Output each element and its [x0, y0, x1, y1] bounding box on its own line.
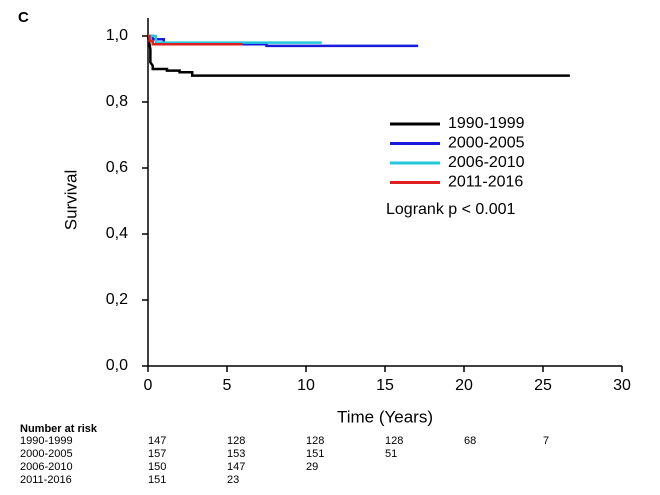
annotation: Logrank p < 0.001	[386, 201, 516, 218]
legend-label: 2011-2016	[448, 174, 523, 191]
risk-count: 68	[464, 435, 476, 447]
survival-curve	[148, 34, 322, 44]
risk-row-label: 2000-2005	[20, 448, 73, 460]
survival-curve	[148, 34, 243, 46]
risk-count: 128	[306, 435, 324, 447]
x-tick-label: 10	[297, 377, 315, 394]
risk-count: 147	[227, 461, 245, 473]
y-tick-label: 0,8	[106, 93, 128, 110]
risk-count: 151	[306, 448, 324, 460]
x-tick-label: 0	[144, 377, 153, 394]
risk-count: 128	[227, 435, 245, 447]
risk-count: 51	[385, 448, 397, 460]
risk-count: 29	[306, 461, 318, 473]
x-tick-label: 15	[376, 377, 394, 394]
survival-curve	[146, 35, 570, 77]
risk-table-title: Number at risk	[20, 423, 98, 435]
x-tick-label: 30	[613, 377, 631, 394]
y-axis-label: Survival	[61, 170, 80, 230]
legend-label: 2006-2010	[448, 154, 525, 171]
risk-count: 151	[148, 474, 166, 486]
panel-label: C	[18, 9, 29, 26]
risk-row-label: 2011-2016	[20, 474, 72, 486]
risk-count: 157	[148, 448, 166, 460]
risk-count: 128	[385, 435, 403, 447]
y-tick-label: 0,2	[106, 291, 128, 308]
y-tick-label: 0,0	[106, 357, 128, 374]
y-tick-label: 0,6	[106, 159, 128, 176]
risk-count: 147	[148, 435, 166, 447]
risk-row-label: 1990-1999	[20, 435, 73, 447]
x-axis-label: Time (Years)	[337, 407, 433, 426]
y-tick-label: 0,4	[106, 225, 128, 242]
x-tick-label: 5	[223, 377, 232, 394]
legend-label: 1990-1999	[448, 115, 525, 132]
x-tick-label: 20	[455, 377, 473, 394]
risk-row-label: 2006-2010	[20, 461, 73, 473]
risk-count: 153	[227, 448, 245, 460]
risk-count: 23	[227, 474, 239, 486]
risk-count: 150	[148, 461, 166, 473]
legend-label: 2000-2005	[448, 135, 525, 152]
x-tick-label: 25	[534, 377, 552, 394]
y-tick-label: 1,0	[106, 27, 128, 44]
risk-count: 7	[543, 435, 549, 447]
